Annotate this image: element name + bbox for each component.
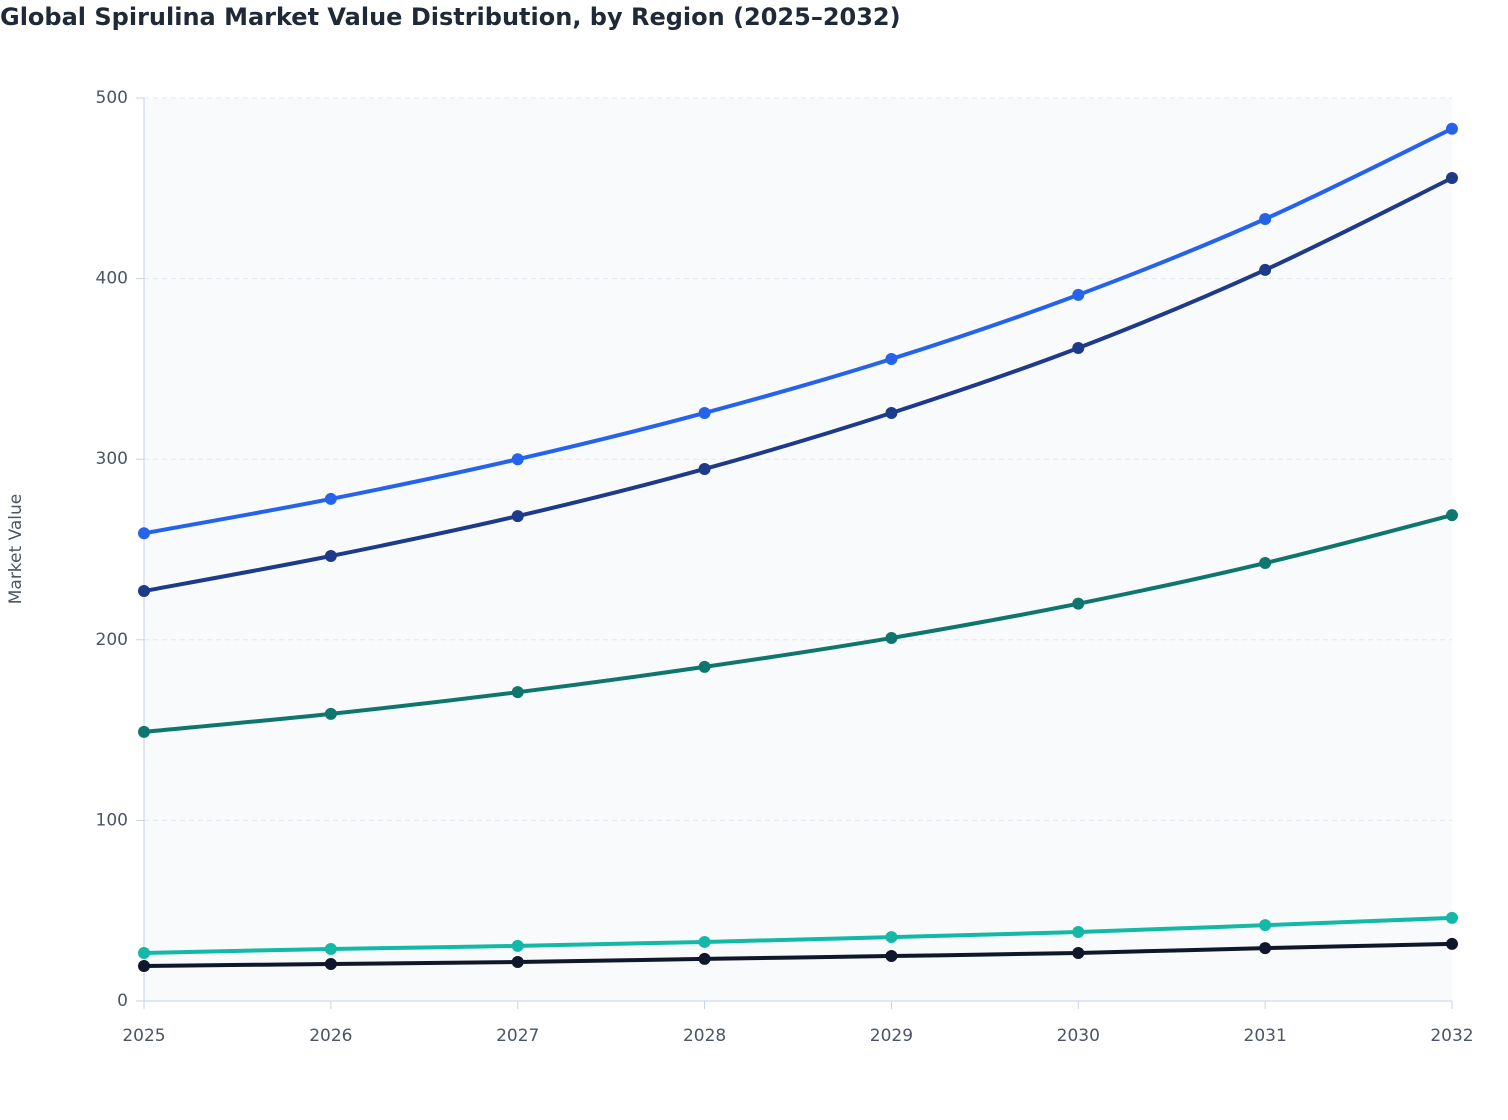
x-tick-label: 2028 (683, 1026, 726, 1046)
data-point (1072, 288, 1085, 301)
x-tick-label: 2029 (870, 1026, 913, 1046)
data-point (324, 550, 337, 563)
y-axis-title: Market Value (6, 494, 26, 605)
data-point (698, 406, 711, 419)
data-point (138, 527, 150, 540)
series-line (143, 915, 1453, 955)
y-tick-label: 200 (96, 630, 128, 650)
data-point (1259, 263, 1272, 276)
data-point (1259, 919, 1272, 932)
series-line (143, 941, 1453, 968)
series-line (143, 176, 1453, 594)
data-point (885, 352, 898, 365)
data-point (511, 939, 524, 952)
plot-background (144, 98, 1452, 1001)
data-point (324, 957, 337, 970)
data-point (885, 931, 898, 944)
data-point (885, 950, 898, 963)
y-tick-label: 0 (117, 991, 128, 1011)
x-tick-label: 2032 (1430, 1026, 1473, 1046)
data-point (698, 952, 711, 965)
data-point (1072, 926, 1085, 939)
data-point (885, 631, 898, 644)
data-point (1446, 172, 1458, 185)
x-tick-label: 2027 (496, 1026, 539, 1046)
data-point (1072, 597, 1085, 610)
data-point (1446, 122, 1458, 135)
data-point (1446, 911, 1458, 924)
y-tick-label: 500 (96, 88, 128, 108)
data-point (1446, 937, 1458, 950)
data-point (1072, 341, 1085, 354)
data-point (324, 707, 337, 720)
data-point (698, 462, 711, 475)
data-point (324, 942, 337, 955)
data-point (511, 453, 524, 466)
data-point (511, 955, 524, 968)
series-line (143, 126, 1453, 536)
data-point (138, 725, 150, 738)
y-tick-label: 100 (96, 810, 128, 830)
data-point (511, 686, 524, 699)
data-point (1259, 942, 1272, 955)
x-tick-label: 2030 (1057, 1026, 1100, 1046)
data-point (138, 959, 150, 972)
x-tick-label: 2025 (122, 1026, 165, 1046)
data-point (1446, 509, 1458, 522)
chart-title: Global Spirulina Market Value Distributi… (0, 3, 901, 31)
data-point (138, 585, 150, 598)
data-point (1259, 557, 1272, 570)
data-point (698, 660, 711, 673)
x-tick-label: 2031 (1244, 1026, 1287, 1046)
data-point (885, 406, 898, 419)
data-point (511, 510, 524, 523)
data-point (1072, 946, 1085, 959)
data-point (138, 946, 150, 959)
series-line (143, 513, 1453, 734)
y-tick-label: 300 (96, 449, 128, 469)
x-tick-label: 2026 (309, 1026, 352, 1046)
data-point (698, 935, 711, 948)
data-point (324, 492, 337, 505)
data-point (1259, 213, 1272, 226)
y-tick-label: 400 (96, 269, 128, 289)
